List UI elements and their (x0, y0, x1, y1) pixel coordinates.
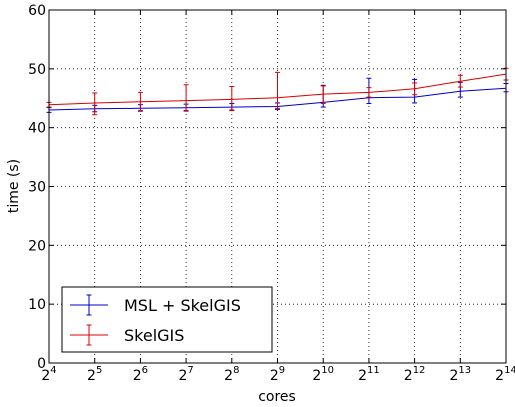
y-tick-label: 0 (37, 356, 46, 372)
x-tick-label: 26 (133, 365, 148, 384)
legend-label: SkelGIS (124, 326, 184, 345)
legend-label: MSL + SkelGIS (124, 296, 241, 315)
y-tick-label: 10 (28, 297, 46, 313)
y-tick-label: 50 (28, 62, 46, 78)
error-bar (366, 87, 372, 98)
y-axis-label: time (s) (6, 159, 22, 213)
ticks (48, 9, 507, 364)
x-tick-label: 213 (449, 365, 471, 384)
x-tick-label: 29 (270, 365, 285, 384)
y-tick-label: 20 (28, 238, 46, 254)
legend-item: SkelGIS (70, 324, 184, 346)
x-tick-label: 24 (41, 365, 56, 384)
x-tick-labels: 24 25 26 27 28 29 210 211 212 213 214 (41, 365, 515, 384)
error-bar (457, 74, 463, 88)
error-bar (92, 92, 98, 116)
x-tick-label: 27 (178, 365, 193, 384)
x-tick-label: 211 (358, 365, 380, 384)
error-bar (183, 84, 189, 112)
x-tick-label: 214 (495, 365, 515, 384)
legend-box (61, 286, 273, 353)
error-bar (137, 91, 143, 112)
legend-item: MSL + SkelGIS (70, 294, 241, 316)
y-tick-label: 40 (28, 121, 46, 137)
error-bar (320, 85, 326, 105)
legend: MSL + SkelGIS SkelGIS (61, 286, 273, 353)
x-tick-label: 25 (87, 365, 102, 384)
y-tick-label: 30 (28, 180, 46, 196)
grid (49, 10, 506, 363)
x-tick-label: 210 (312, 365, 334, 384)
x-axis-label: cores (258, 389, 296, 405)
x-tick-label: 28 (224, 365, 239, 384)
error-bar (229, 85, 235, 112)
y-tick-labels: 0 10 20 30 40 50 60 (28, 3, 46, 372)
legend-items: MSL + SkelGIS SkelGIS (70, 294, 241, 346)
y-tick-label: 60 (28, 3, 46, 19)
error-bar (412, 82, 418, 96)
error-bar (275, 71, 280, 109)
x-tick-label: 212 (404, 365, 426, 384)
